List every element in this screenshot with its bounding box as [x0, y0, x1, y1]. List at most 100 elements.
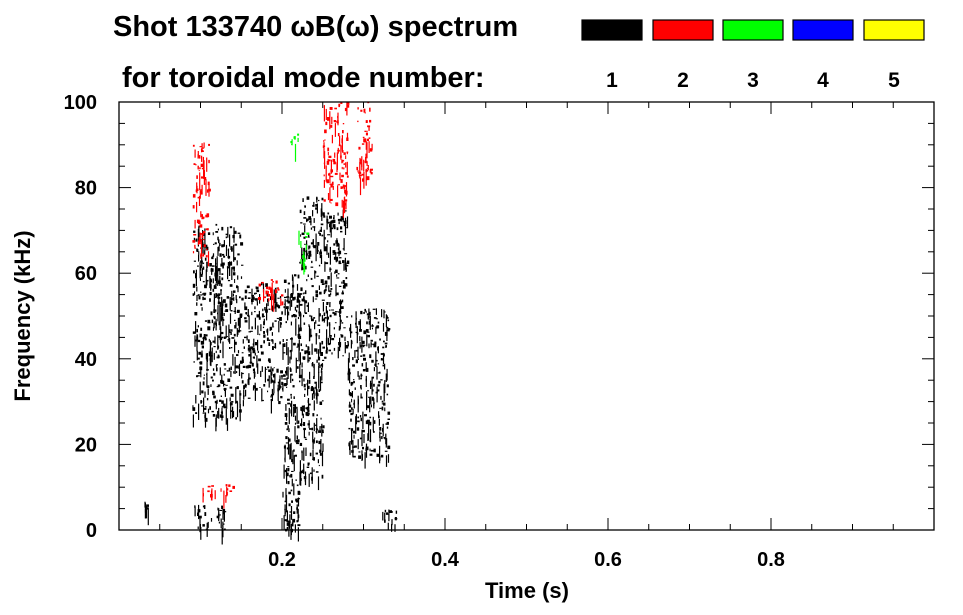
spectrum-speckle — [331, 338, 335, 341]
spectrum-speckle — [325, 108, 327, 120]
spectrum-speckle — [290, 373, 292, 383]
spectrum-speckle — [296, 408, 298, 425]
spectrum-speckle — [227, 378, 231, 382]
spectrum-speckle — [335, 292, 339, 296]
spectrum-speckle — [373, 367, 375, 372]
spectrum-speckle — [193, 361, 195, 363]
spectrum-speckle — [341, 292, 344, 295]
spectrum-speckle — [215, 231, 219, 233]
spectrum-speckle — [325, 284, 328, 288]
spectrum-speckle — [284, 504, 286, 517]
spectrum-speckle — [200, 239, 203, 257]
spectrum-speckle — [318, 335, 320, 340]
spectrum-speckle — [279, 341, 281, 345]
spectrum-speckle — [367, 125, 371, 128]
spectrum-speckle — [319, 427, 321, 432]
spectrum-speckle — [365, 310, 367, 313]
spectrum-speckle — [207, 326, 211, 331]
spectrum-speckle — [378, 418, 380, 426]
spectrum-speckle — [252, 386, 255, 391]
spectrum-speckle — [265, 290, 268, 295]
spectrum-speckle — [272, 346, 274, 350]
spectrum-speckle — [375, 308, 377, 315]
spectrum-speckle — [318, 365, 320, 373]
spectrum-speckle — [222, 316, 224, 327]
spectrum-speckle — [235, 417, 237, 420]
spectrum-speckle — [330, 169, 333, 173]
spectrum-speckle — [203, 297, 206, 300]
spectrum-speckle — [288, 311, 290, 316]
spectrum-speckle — [202, 147, 205, 149]
spectrum-speckle — [298, 333, 301, 338]
legend-swatch-mode-3 — [722, 19, 784, 41]
spectrum-speckle — [242, 339, 244, 344]
spectrum-speckle — [283, 343, 286, 347]
x-tick-label: 0.6 — [594, 549, 622, 571]
spectrum-speckle — [230, 410, 233, 412]
spectrum-speckle — [359, 345, 363, 347]
spectrum-speckle — [319, 376, 322, 391]
spectrum-speckle — [259, 333, 261, 336]
spectrum-speckle — [223, 313, 225, 316]
spectrum-speckle — [340, 179, 343, 183]
spectrum-speckle — [197, 196, 200, 199]
spectrum-speckle — [266, 287, 269, 290]
spectrum-speckle — [223, 244, 225, 247]
spectrum-speckle — [220, 488, 222, 492]
spectrum-speckle — [294, 415, 297, 421]
spectrum-speckle — [296, 346, 299, 348]
spectrum-speckle — [223, 336, 226, 339]
spectrum-speckle — [300, 470, 303, 474]
spectrum-speckle — [346, 161, 348, 176]
spectrum-speckle — [340, 226, 343, 230]
spectrum-speckle — [336, 277, 340, 279]
spectrum-speckle — [342, 260, 345, 264]
spectrum-speckle — [222, 403, 226, 407]
spectrum-speckle — [289, 297, 291, 311]
spectrum-speckle — [254, 306, 256, 310]
spectrum-speckle — [323, 105, 325, 122]
spectrum-speckle — [344, 217, 347, 235]
spectrum-speckle — [205, 334, 208, 337]
spectrum-speckle — [367, 390, 370, 392]
spectrum-speckle — [304, 243, 306, 245]
spectrum-speckle — [202, 253, 205, 257]
spectrum-speckle — [308, 346, 310, 351]
spectrum-speckle — [237, 286, 239, 293]
spectrum-speckle — [320, 352, 323, 356]
spectrum-speckle — [262, 308, 264, 312]
spectrum-speckle — [319, 291, 322, 295]
spectrum-speckle — [311, 260, 313, 264]
spectrum-speckle — [274, 303, 276, 309]
spectrum-speckle — [328, 294, 331, 297]
spectrum-speckle — [333, 256, 336, 260]
spectrum-speckle — [218, 508, 220, 522]
spectrum-speckle — [381, 309, 383, 318]
spectrum-speckle — [303, 358, 306, 360]
spectrum-speckle — [205, 353, 207, 360]
spectrum-speckle — [290, 393, 292, 396]
spectrum-speckle — [321, 450, 324, 467]
spectrum-speckle — [372, 343, 375, 346]
spectrum-speckle — [268, 308, 271, 310]
spectrum-speckle — [325, 121, 328, 126]
spectrum-speckle — [196, 295, 198, 301]
spectrum-speckle — [319, 255, 322, 259]
spectrum-speckle — [256, 355, 258, 368]
spectrum-speckle — [312, 240, 314, 244]
spectrum-speckle — [215, 258, 217, 271]
spectrum-speckle — [358, 451, 361, 453]
spectrum-speckle — [225, 384, 228, 386]
spectrum-speckle — [300, 287, 303, 292]
spectrum-speckle — [366, 329, 368, 333]
spectrum-speckle — [368, 321, 370, 325]
spectrum-speckle — [297, 498, 300, 500]
spectrum-speckle — [283, 378, 286, 380]
spectrum-speckle — [206, 189, 209, 193]
spectrum-speckle — [331, 181, 334, 186]
spectrum-speckle — [323, 229, 325, 247]
spectrum-speckle — [254, 382, 256, 386]
spectrum-speckle — [308, 250, 312, 255]
spectrum-speckle — [302, 299, 305, 302]
spectrum-speckle — [365, 169, 369, 172]
